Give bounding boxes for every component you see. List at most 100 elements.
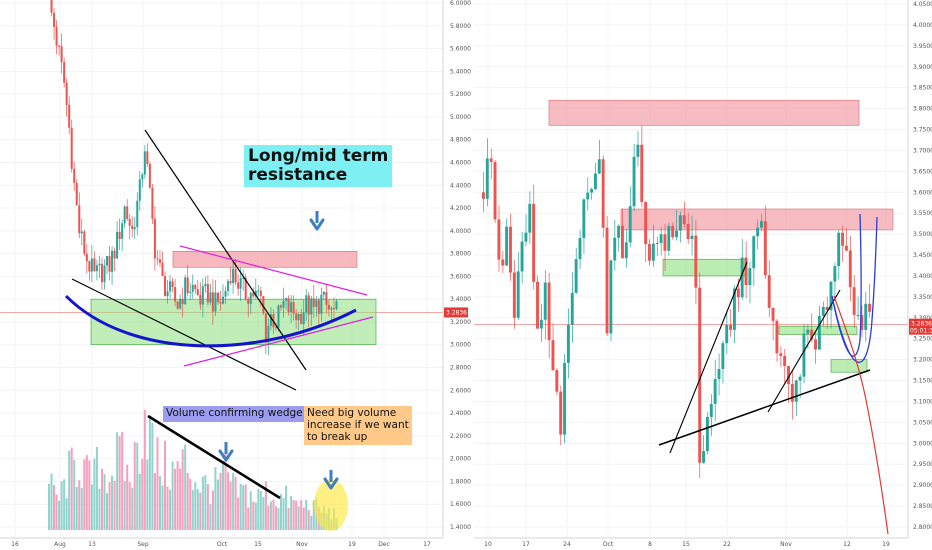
right-candle-body xyxy=(551,340,555,371)
left-volume-bar xyxy=(70,447,73,530)
left-candle-body xyxy=(262,296,265,314)
left-candle-body xyxy=(73,168,76,183)
right-y-tick-label: 3.4000 xyxy=(913,273,932,280)
left-candle-body xyxy=(322,291,325,295)
right-x-tick-label: 17 xyxy=(522,541,530,548)
left-volume-bar xyxy=(234,476,237,530)
right-y-tick-label: 3.7500 xyxy=(913,127,932,134)
left-volume-bar xyxy=(176,460,179,530)
annotation-resistance-line1: Long/mid term xyxy=(248,146,389,166)
left-volume-bar xyxy=(153,473,156,530)
left-volume-bar xyxy=(133,441,136,530)
left-volume-bar xyxy=(287,507,290,530)
left-volume-bar xyxy=(237,497,240,530)
right-candle-body xyxy=(713,379,717,404)
left-y-tick-label: 2.0000 xyxy=(450,456,471,463)
left-axes[interactable]: 6.0000 5.8000 5.6000 5.4000 5.2000 5.0000 4.80… xyxy=(11,0,471,548)
right-x-tick-label: Oct xyxy=(603,541,614,548)
right-candle-body xyxy=(752,236,756,269)
annotation-volume-text: Volume confirming wedge xyxy=(166,407,303,419)
right-candle-body xyxy=(856,314,860,316)
right-candle-body xyxy=(775,320,779,354)
left-y-tick-label: 4.8000 xyxy=(450,137,471,144)
right-x-tick-label: 24 xyxy=(563,541,571,548)
right-candle-body xyxy=(667,225,671,251)
left-candle-body xyxy=(164,276,167,297)
left-candle-body xyxy=(136,200,139,228)
right-candle-body xyxy=(593,173,597,190)
left-volume-bar xyxy=(128,481,131,530)
left-candle-body xyxy=(53,12,56,27)
left-volume-bar xyxy=(229,481,232,530)
right-candle-body xyxy=(590,189,594,193)
down-arrow-icon-circle-head xyxy=(323,477,339,490)
left-volume-bar xyxy=(171,461,174,530)
left-resistance-zone xyxy=(172,251,358,268)
left-volume-bar xyxy=(179,468,182,530)
left-volume-bar xyxy=(181,449,184,530)
right-candle-body xyxy=(841,232,845,246)
right-rising-trendline-2 xyxy=(767,289,841,413)
left-y-tick-label: 3.2000 xyxy=(450,319,471,326)
left-volume-bar xyxy=(191,489,194,530)
left-candle-body xyxy=(176,301,179,309)
left-candle-body xyxy=(310,298,313,315)
left-volume-bar xyxy=(199,492,202,530)
left-volume-bar xyxy=(138,473,141,530)
right-candle-body xyxy=(497,219,501,260)
left-candle-body xyxy=(282,300,285,308)
right-candle-body xyxy=(505,226,509,266)
left-volume-wedge-line xyxy=(147,414,281,500)
left-candle-body xyxy=(121,223,124,239)
annotation-volume[interactable]: Volume confirming wedge xyxy=(163,406,306,422)
left-volume-bar xyxy=(280,494,283,530)
right-candle-body xyxy=(698,287,702,463)
left-y-tick-label: 2.4000 xyxy=(450,410,471,417)
right-candle-body xyxy=(756,227,760,237)
right-candle-body xyxy=(485,158,489,199)
right-axes[interactable]: 4.0500 4.0000 3.9500 3.9000 3.8500 3.8000 3.75… xyxy=(484,1,932,548)
right-y-tick-label: 3.6000 xyxy=(913,189,932,196)
left-candle-body xyxy=(211,292,214,312)
left-volume-bar xyxy=(247,507,250,530)
left-candle-body xyxy=(58,45,61,47)
left-cup-curve xyxy=(64,294,357,348)
left-y-tick-label: 4.6000 xyxy=(450,159,471,166)
left-candle-body xyxy=(148,163,151,188)
right-x-tick-label: 10 xyxy=(484,541,492,548)
left-volume-bar xyxy=(121,431,124,530)
left-volume-bar xyxy=(166,486,169,530)
right-y-tick-label: 3.2000 xyxy=(913,357,932,364)
right-candle-body xyxy=(771,307,775,321)
left-volume-bar xyxy=(123,480,126,530)
left-y-tick-label: 1.6000 xyxy=(450,501,471,508)
right-candle-body xyxy=(779,353,783,356)
right-candle-body xyxy=(725,325,729,344)
left-candle-body xyxy=(320,294,323,314)
left-y-tick-label: 6.0000 xyxy=(450,0,471,7)
right-last-price-tag xyxy=(909,318,932,335)
right-candle-body xyxy=(543,282,547,320)
annotation-resistance[interactable]: Long/mid term resistance xyxy=(244,145,393,188)
left-candle-body xyxy=(269,314,272,326)
right-y-tick-label: 3.5000 xyxy=(913,231,932,238)
annotation-need-volume[interactable]: Need big volume increase if we want to b… xyxy=(304,406,412,446)
right-y-tick-label: 3.5500 xyxy=(913,210,932,217)
right-candle-body xyxy=(736,288,740,298)
right-candle-body xyxy=(717,369,721,380)
left-volume-bar xyxy=(151,423,154,530)
left-candle-body xyxy=(254,290,257,297)
right-candle-body xyxy=(555,370,559,392)
left-candle-body xyxy=(153,218,156,259)
left-volume-bar xyxy=(80,487,83,530)
left-volume-bar xyxy=(118,436,121,530)
annotation-need-line1: Need big volume xyxy=(307,407,397,419)
left-volume-bar xyxy=(209,504,212,530)
left-volume-bar xyxy=(78,480,81,530)
left-candle-body xyxy=(133,227,136,230)
left-candle-body xyxy=(90,258,93,272)
left-volume-bar xyxy=(257,488,260,530)
left-candle-body xyxy=(146,151,149,164)
right-candle-body xyxy=(536,281,539,329)
